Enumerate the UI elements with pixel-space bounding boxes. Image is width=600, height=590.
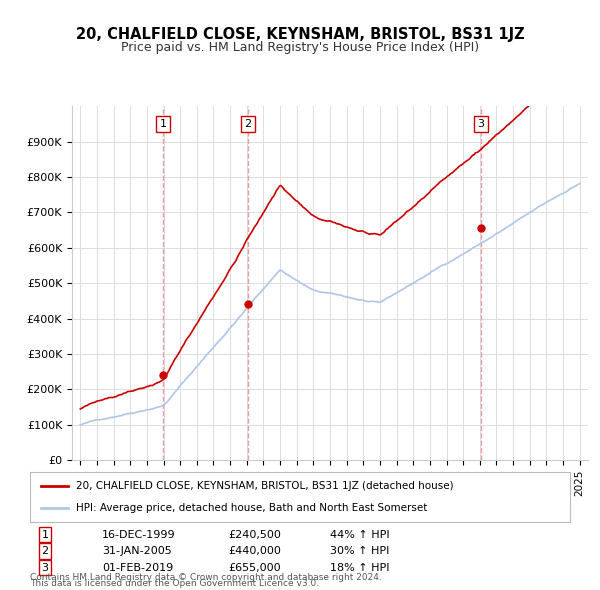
Text: Price paid vs. HM Land Registry's House Price Index (HPI): Price paid vs. HM Land Registry's House … [121,41,479,54]
Text: 18% ↑ HPI: 18% ↑ HPI [330,563,389,572]
Text: This data is licensed under the Open Government Licence v3.0.: This data is licensed under the Open Gov… [30,579,319,588]
Text: £440,000: £440,000 [228,546,281,556]
Text: 01-FEB-2019: 01-FEB-2019 [102,563,173,572]
Text: 20, CHALFIELD CLOSE, KEYNSHAM, BRISTOL, BS31 1JZ: 20, CHALFIELD CLOSE, KEYNSHAM, BRISTOL, … [76,27,524,41]
Text: 2: 2 [41,546,49,556]
Text: 44% ↑ HPI: 44% ↑ HPI [330,530,389,539]
Text: 3: 3 [478,119,485,129]
Text: 20, CHALFIELD CLOSE, KEYNSHAM, BRISTOL, BS31 1JZ (detached house): 20, CHALFIELD CLOSE, KEYNSHAM, BRISTOL, … [76,481,454,491]
Text: 30% ↑ HPI: 30% ↑ HPI [330,546,389,556]
Text: £655,000: £655,000 [228,563,281,572]
Text: 2: 2 [245,119,251,129]
Text: £240,500: £240,500 [228,530,281,539]
Text: 1: 1 [160,119,166,129]
Text: HPI: Average price, detached house, Bath and North East Somerset: HPI: Average price, detached house, Bath… [76,503,427,513]
Text: 16-DEC-1999: 16-DEC-1999 [102,530,176,539]
Text: Contains HM Land Registry data © Crown copyright and database right 2024.: Contains HM Land Registry data © Crown c… [30,573,382,582]
Text: 1: 1 [41,530,49,539]
Text: 31-JAN-2005: 31-JAN-2005 [102,546,172,556]
Text: 3: 3 [41,563,49,572]
